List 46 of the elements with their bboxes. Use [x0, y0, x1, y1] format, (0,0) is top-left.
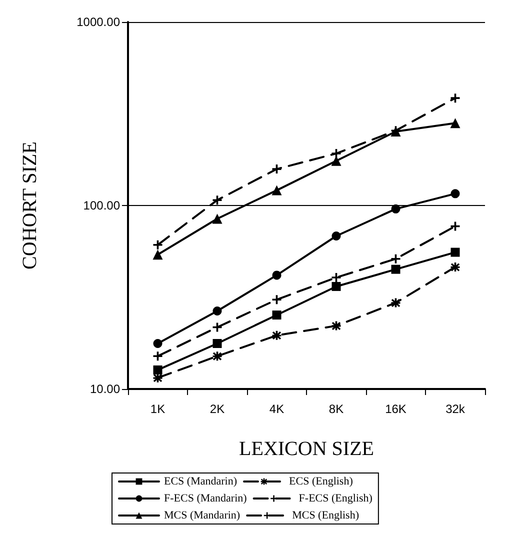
point — [272, 164, 282, 174]
point — [272, 185, 282, 196]
legend-label: MCS (Mandarin) — [164, 510, 240, 522]
point — [153, 240, 162, 250]
legend-label: MCS (English) — [292, 510, 360, 522]
point — [332, 232, 341, 240]
point — [391, 298, 400, 308]
point — [450, 262, 460, 272]
point — [152, 250, 163, 260]
legend-label: F-ECS (English) — [298, 492, 373, 504]
point — [272, 310, 282, 320]
x-tick-label: 8K — [328, 402, 344, 416]
point — [153, 339, 162, 348]
point — [391, 204, 400, 214]
point — [391, 264, 400, 274]
point — [212, 196, 222, 205]
x-tick-label: 16K — [385, 402, 406, 416]
x-axis-title: LEXICON SIZE — [239, 438, 374, 460]
point — [450, 94, 460, 103]
legend-label: ECS (English) — [289, 476, 354, 488]
point — [272, 295, 282, 304]
y-tick-label: 10.00 — [90, 382, 120, 396]
point — [212, 338, 222, 348]
point — [212, 214, 222, 224]
point — [272, 270, 282, 280]
point — [450, 248, 460, 257]
point — [212, 352, 222, 361]
point — [450, 118, 460, 128]
point — [332, 273, 341, 282]
x-tick-label: 1K — [150, 402, 166, 416]
y-tick-label: 1000.00 — [76, 15, 120, 29]
x-tick-label: 4K — [269, 402, 284, 416]
point — [272, 330, 282, 340]
point — [450, 189, 460, 198]
y-axis-title: COHORT SIZE — [19, 142, 41, 270]
point — [212, 306, 222, 316]
point — [153, 365, 162, 374]
y-tick-label: 100.00 — [83, 198, 120, 212]
x-tick-label: 2K — [210, 402, 225, 416]
x-tick-label: 32k — [446, 402, 466, 416]
legend-label: ECS (Mandarin) — [164, 476, 238, 488]
point — [153, 373, 162, 382]
point — [332, 321, 341, 330]
point — [332, 149, 341, 158]
legend-label: F-ECS (Mandarin) — [164, 492, 248, 504]
point — [332, 282, 341, 291]
